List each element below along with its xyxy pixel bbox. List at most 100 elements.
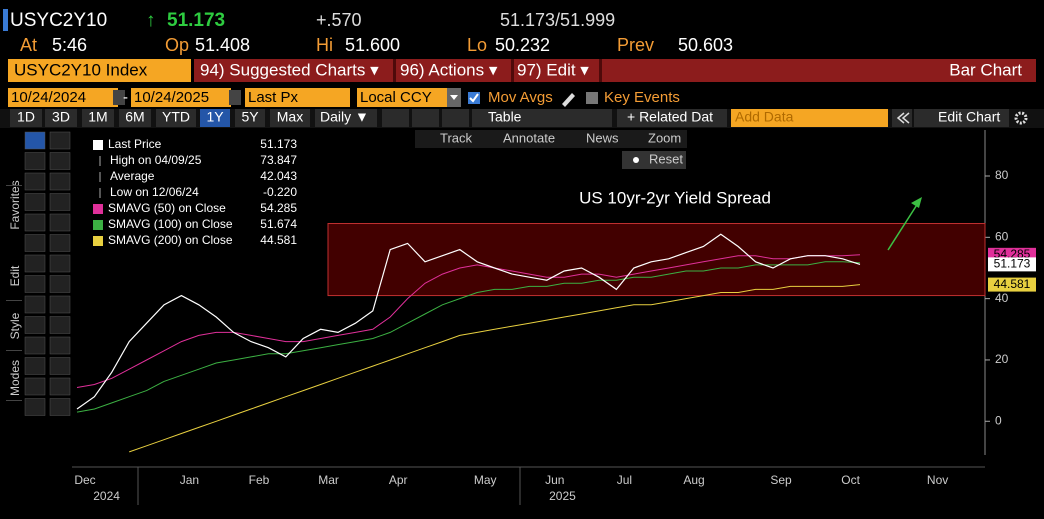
x-tick-label: Feb bbox=[249, 473, 270, 487]
tool-icon[interactable] bbox=[24, 193, 46, 211]
menu-item[interactable]: 96) Actions ▾ bbox=[400, 60, 498, 79]
tool-icon[interactable] bbox=[24, 213, 46, 232]
period-button[interactable] bbox=[270, 109, 310, 127]
period-button[interactable] bbox=[82, 109, 114, 127]
tool-icon[interactable] bbox=[49, 172, 71, 191]
tool-icon[interactable] bbox=[24, 172, 46, 191]
period-button[interactable] bbox=[200, 109, 230, 127]
moving-average-line bbox=[76, 254, 861, 388]
tool-icon[interactable] bbox=[49, 316, 71, 334]
tool-icon[interactable] bbox=[24, 377, 46, 396]
tool-icon[interactable] bbox=[24, 357, 46, 375]
tool-icon[interactable] bbox=[49, 152, 71, 170]
table-button[interactable] bbox=[472, 109, 612, 127]
reset-button[interactable] bbox=[622, 151, 686, 169]
last-price: 51.173 bbox=[167, 10, 225, 31]
icon-button[interactable] bbox=[382, 109, 409, 127]
legend-value: -0.220 bbox=[263, 185, 297, 199]
chart-tool[interactable]: Annotate bbox=[503, 130, 555, 145]
chart-tool[interactable]: News bbox=[586, 130, 619, 145]
menu-item[interactable]: 97) Edit ▾ bbox=[517, 60, 589, 79]
tool-icon[interactable] bbox=[49, 295, 71, 314]
side-tab[interactable]: Modes bbox=[8, 360, 22, 396]
side-tab[interactable]: Favorites bbox=[8, 180, 22, 229]
calendar-icon bbox=[113, 90, 125, 105]
tool-icon[interactable] bbox=[49, 254, 71, 273]
tool-icon[interactable] bbox=[24, 316, 46, 334]
key-events-checkbox[interactable] bbox=[586, 92, 598, 104]
legend-swatch bbox=[93, 236, 103, 246]
x-tick-label: Nov bbox=[927, 473, 948, 487]
frequency-button[interactable] bbox=[315, 109, 377, 127]
start-date-box[interactable] bbox=[8, 88, 118, 107]
end-date-box[interactable] bbox=[131, 88, 231, 107]
tool-icon[interactable] bbox=[49, 377, 71, 396]
tool-icon[interactable] bbox=[49, 131, 71, 150]
tool-icon[interactable] bbox=[24, 254, 46, 273]
tool-icon[interactable] bbox=[49, 336, 71, 355]
menu-item[interactable]: 94) Suggested Charts ▾ bbox=[200, 60, 379, 79]
legend-value: 51.173 bbox=[260, 137, 297, 151]
x-tick-label: Apr bbox=[389, 473, 408, 487]
side-tab[interactable]: Style bbox=[8, 312, 22, 339]
legend-label: Last Price bbox=[108, 137, 162, 151]
field-value: 5:46 bbox=[52, 35, 87, 55]
icon-button[interactable] bbox=[412, 109, 439, 127]
frequency: Daily ▼ bbox=[320, 109, 369, 125]
y-tick-label: 0 bbox=[995, 413, 1002, 427]
legend-label: Low on 12/06/24 bbox=[110, 185, 199, 199]
tool-icon[interactable] bbox=[49, 398, 71, 416]
x-tick-label: Jun bbox=[545, 473, 564, 487]
price-change: +.570 bbox=[316, 10, 362, 30]
settings-gear[interactable] bbox=[1014, 111, 1028, 125]
period-button[interactable] bbox=[45, 109, 77, 127]
side-tab[interactable]: Edit bbox=[8, 265, 22, 286]
moving-average-line bbox=[129, 284, 861, 453]
table: Table bbox=[488, 109, 522, 125]
tool-icon[interactable] bbox=[49, 193, 71, 211]
tool-icon[interactable] bbox=[24, 295, 46, 314]
security-box[interactable] bbox=[8, 59, 191, 82]
chart-tool[interactable]: Zoom bbox=[648, 130, 681, 145]
calendar-icon bbox=[229, 90, 241, 105]
x-tick-label: Jan bbox=[180, 473, 199, 487]
tool-icon[interactable] bbox=[24, 398, 46, 416]
edit-chart: Edit Chart bbox=[938, 109, 1000, 125]
tool-icon[interactable] bbox=[24, 234, 46, 252]
tool-icon[interactable] bbox=[24, 275, 46, 293]
tool-icon[interactable] bbox=[24, 336, 46, 355]
tool-icon[interactable] bbox=[24, 131, 46, 150]
period-label: Max bbox=[277, 109, 303, 125]
field-box[interactable] bbox=[245, 88, 350, 107]
legend-label: SMAVG (100) on Close bbox=[108, 217, 233, 231]
last-value-tag bbox=[988, 257, 1036, 272]
dropdown-caret bbox=[450, 95, 458, 100]
date-dash: - bbox=[123, 89, 128, 106]
legend-value: 51.674 bbox=[260, 217, 297, 231]
icon-button[interactable] bbox=[442, 109, 469, 127]
edit-chart-button[interactable] bbox=[914, 109, 1009, 127]
tool-icon[interactable] bbox=[49, 275, 71, 293]
legend-label: Average bbox=[110, 169, 155, 183]
period-button[interactable] bbox=[10, 109, 42, 127]
tab-divider bbox=[6, 400, 22, 401]
chart-tool[interactable]: Track bbox=[440, 130, 473, 145]
related-button[interactable] bbox=[617, 109, 727, 127]
period-button[interactable] bbox=[119, 109, 151, 127]
tool-icon[interactable] bbox=[49, 213, 71, 232]
add-data-box[interactable] bbox=[731, 109, 888, 127]
add-data: Add Data bbox=[735, 109, 794, 125]
chart-tool[interactable]: Reset bbox=[649, 151, 683, 166]
field-value: 50.603 bbox=[678, 35, 733, 55]
menu-separator bbox=[393, 59, 396, 82]
tool-icon[interactable] bbox=[49, 234, 71, 252]
tool-icon[interactable] bbox=[24, 152, 46, 170]
period-button[interactable] bbox=[235, 109, 265, 127]
x-tick-label: Aug bbox=[683, 473, 704, 487]
period-button[interactable] bbox=[156, 109, 196, 127]
tool-icon[interactable] bbox=[49, 357, 71, 375]
currency-box[interactable] bbox=[357, 88, 447, 107]
start-date: 10/24/2024 bbox=[11, 89, 86, 106]
chart-tools-bar bbox=[415, 130, 687, 148]
